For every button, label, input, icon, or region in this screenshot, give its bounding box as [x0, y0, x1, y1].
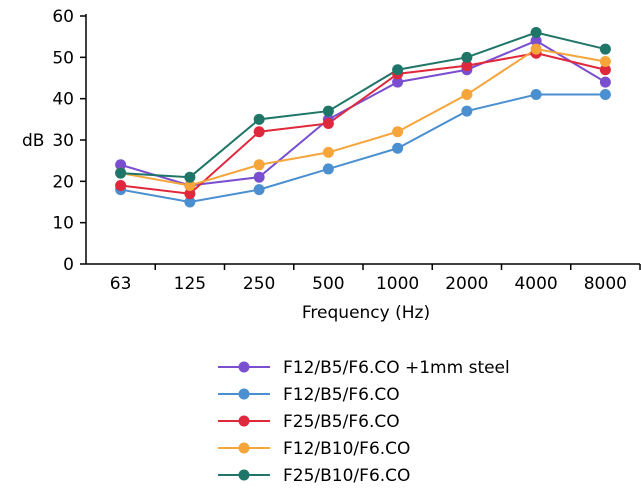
data-point	[253, 113, 265, 125]
x-axis-label: Frequency (Hz)	[302, 303, 430, 323]
data-point	[530, 43, 542, 55]
data-point	[392, 64, 404, 76]
x-tick-label: 125	[174, 274, 206, 294]
series-line	[120, 93, 606, 204]
legend: F12/B5/F6.CO +1mm steel F12/B5/F6.CO F25/B…	[218, 358, 510, 486]
x-tick-label: 63	[110, 274, 132, 294]
x-tick-label: 1000	[376, 274, 419, 294]
y-tick-label: 0	[63, 255, 74, 275]
data-point	[599, 55, 611, 67]
data-point	[392, 142, 404, 154]
data-point	[322, 117, 334, 129]
legend-label: F25/B10/F6.CO	[283, 466, 410, 486]
series-markers	[115, 27, 611, 208]
legend-label: F25/B5/F6.CO	[283, 412, 400, 432]
series-line	[120, 48, 606, 187]
x-tick-label: 4000	[514, 274, 557, 294]
data-point	[322, 146, 334, 158]
data-point	[461, 60, 473, 72]
data-point	[115, 167, 127, 179]
y-tick-label: 10	[52, 214, 74, 234]
y-tick-label: 30	[52, 131, 74, 151]
data-point	[461, 51, 473, 63]
data-point	[392, 126, 404, 138]
legend-swatch-marker	[238, 388, 250, 400]
data-point	[115, 159, 127, 171]
x-tick-label: 500	[312, 274, 344, 294]
x-tick-label: 2000	[445, 274, 488, 294]
data-point	[530, 27, 542, 39]
series-line	[120, 52, 606, 195]
legend-swatch-marker	[238, 469, 250, 481]
data-point	[253, 184, 265, 196]
series-lines	[120, 31, 606, 204]
legend-swatch-marker	[238, 415, 250, 427]
data-point	[530, 89, 542, 101]
legend-swatch-marker	[238, 361, 250, 373]
legend-item: F12/B10/F6.CO	[218, 439, 410, 459]
legend-swatch-marker	[238, 442, 250, 454]
legend-label: F12/B5/F6.CO	[283, 385, 400, 405]
data-point	[461, 105, 473, 117]
y-tick-label: 20	[52, 172, 74, 192]
y-tick-label: 60	[52, 7, 74, 27]
legend-item: F25/B5/F6.CO	[218, 412, 400, 432]
data-point	[184, 196, 196, 208]
data-point	[392, 76, 404, 88]
data-point	[184, 188, 196, 200]
legend-label: F12/B5/F6.CO +1mm steel	[283, 358, 510, 378]
x-tick-label: 8000	[584, 274, 627, 294]
data-point	[322, 163, 334, 175]
data-point	[599, 89, 611, 101]
data-point	[184, 179, 196, 191]
series-line	[120, 31, 606, 179]
data-point	[115, 179, 127, 191]
legend-item: F12/B5/F6.CO	[218, 385, 400, 405]
data-point	[253, 126, 265, 138]
legend-item: F12/B5/F6.CO +1mm steel	[218, 358, 510, 378]
series-line	[120, 39, 606, 187]
data-point	[599, 76, 611, 88]
data-point	[599, 64, 611, 76]
x-tick-label: 250	[243, 274, 275, 294]
data-point	[530, 35, 542, 47]
data-point	[461, 89, 473, 101]
axes: 0 10 20 30 40 50 60 63 125 250 500 1000 2000 4000 8000	[52, 7, 641, 294]
y-tick-label: 40	[52, 90, 74, 110]
legend-label: F12/B10/F6.CO	[283, 439, 410, 459]
y-axis-label: dB	[22, 131, 44, 151]
data-point	[253, 159, 265, 171]
legend-item: F25/B10/F6.CO	[218, 466, 410, 486]
y-tick-label: 50	[52, 48, 74, 68]
data-point	[253, 171, 265, 183]
data-point	[184, 171, 196, 183]
data-point	[599, 43, 611, 55]
data-point	[322, 105, 334, 117]
